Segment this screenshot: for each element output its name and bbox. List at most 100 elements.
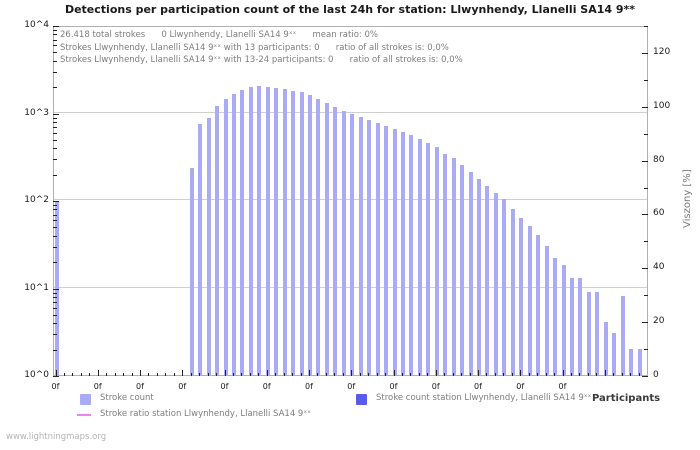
y-tick-minor-left (53, 296, 57, 298)
x-tick-minor (359, 373, 361, 376)
bar (586, 291, 591, 375)
x-tick-major (97, 370, 99, 376)
y-tick-minor-left (53, 52, 57, 54)
x-tick-minor (156, 373, 158, 376)
x-tick-minor (342, 373, 344, 376)
x-tick-minor (232, 373, 234, 376)
y-tick-minor-left (53, 45, 57, 47)
y-tick-major-right (642, 376, 648, 377)
y-tick-major-right (642, 268, 648, 270)
annotation-line: Strokes Llwynhendy, Llanelli SA14 9ˣˣ wi… (60, 55, 463, 65)
x-tick-major (309, 370, 310, 376)
bar (324, 102, 329, 375)
y-tick-label-right: 120 (653, 46, 671, 57)
x-tick-minor (106, 373, 108, 376)
x-tick-label: 0f (347, 382, 356, 391)
y-tick-minor-right (644, 133, 648, 135)
y-tick-minor-left (53, 307, 57, 309)
x-tick-minor (216, 373, 218, 376)
x-tick-minor (545, 373, 547, 376)
bar (612, 333, 617, 375)
x-tick-major (182, 370, 184, 376)
x-tick-minor (292, 373, 294, 376)
bar (316, 99, 321, 375)
y-tick-major-right (642, 106, 648, 108)
y-tick-label-right: 40 (653, 262, 665, 273)
y-tick-minor-left (53, 302, 57, 304)
bar (485, 185, 490, 375)
bar (215, 106, 220, 375)
chart-title: Detections per participation count of th… (64, 3, 636, 16)
legend-color-swatch (356, 394, 367, 405)
x-tick-label: 0f (558, 382, 567, 391)
x-tick-minor (199, 373, 201, 376)
x-tick-label: 0f (431, 382, 440, 391)
gridline (54, 111, 647, 113)
y-tick-major-right (642, 160, 648, 162)
x-tick-minor (528, 373, 530, 376)
x-tick-minor (89, 373, 91, 376)
x-tick-minor (579, 373, 581, 376)
x-tick-minor (173, 373, 175, 376)
x-tick-label: 0f (305, 382, 313, 391)
legend-label[interactable]: Stroke ratio station Llwynhendy, Llanell… (100, 409, 311, 419)
x-tick-minor (241, 373, 243, 376)
x-tick-minor (207, 373, 209, 376)
x-tick-major (520, 370, 522, 376)
x-tick-major (55, 370, 57, 376)
y-tick-minor-left (53, 349, 57, 351)
bar (223, 99, 228, 375)
bar (350, 114, 355, 375)
x-tick-minor (418, 373, 420, 376)
x-tick-minor (503, 373, 505, 376)
x-tick-major (604, 370, 606, 376)
x-tick-minor (427, 373, 429, 376)
x-tick-minor (494, 373, 496, 376)
x-tick-minor (613, 373, 615, 376)
x-tick-minor (596, 373, 598, 376)
legend-label[interactable]: Stroke count (100, 393, 154, 403)
bar (367, 120, 372, 375)
bar (206, 117, 211, 375)
x-tick-minor (401, 373, 403, 376)
y-tick-label-right: 0 (653, 370, 659, 380)
y-tick-minor-left (53, 71, 57, 73)
x-tick-minor (283, 373, 285, 376)
bar (451, 158, 456, 375)
y-tick-minor-left (53, 220, 57, 222)
y-tick-minor-left (53, 214, 57, 216)
x-tick-minor (461, 373, 463, 376)
y-tick-major-right (642, 52, 648, 54)
x-tick-minor (410, 373, 412, 376)
bar (569, 277, 574, 375)
x-tick-minor (537, 373, 539, 376)
x-tick-minor (444, 373, 446, 376)
x-tick-minor (621, 373, 623, 376)
bar (493, 193, 498, 375)
x-tick-minor (385, 373, 387, 376)
y-tick-minor-left (53, 235, 57, 237)
x-tick-label: 0f (178, 382, 187, 391)
x-tick-minor (317, 373, 319, 376)
annotation-line: 26.418 total strokes 0 Llwynhendy, Llane… (60, 30, 378, 40)
y-tick-minor-left (53, 292, 57, 294)
y-tick-minor-right (644, 79, 648, 81)
x-tick-minor (114, 373, 116, 376)
x-tick-major (140, 370, 141, 376)
bar (384, 126, 389, 375)
bar (291, 91, 296, 375)
bar (417, 138, 422, 375)
x-tick-minor (325, 373, 327, 376)
y-tick-minor-right (644, 349, 648, 351)
x-tick-minor (469, 373, 471, 376)
bar (510, 209, 515, 375)
legend-label[interactable]: Stroke count station Llwynhendy, Llanell… (376, 393, 592, 403)
y-tick-major-left (53, 376, 59, 377)
x-tick-minor (630, 373, 632, 376)
bar (629, 348, 634, 375)
bar (443, 153, 448, 375)
y-tick-major-left (53, 201, 59, 202)
x-tick-minor (249, 373, 251, 376)
x-tick-minor (148, 373, 150, 376)
